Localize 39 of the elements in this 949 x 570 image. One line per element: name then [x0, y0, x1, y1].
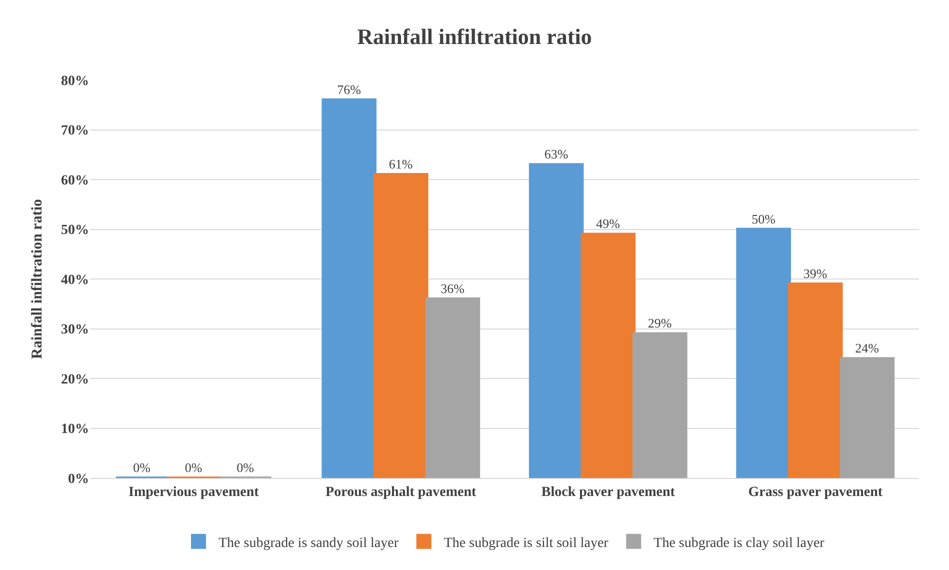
bar	[736, 228, 791, 478]
data-label: 49%	[596, 216, 620, 232]
bar	[373, 173, 428, 478]
y-tick-label: 80%	[61, 74, 89, 89]
y-axis-title: Rainfall infiltration ratio	[29, 199, 46, 359]
data-label: 50%	[752, 211, 776, 226]
data-label: 63%	[544, 146, 568, 162]
bar	[788, 282, 843, 478]
x-tick-label: Porous asphalt pavement	[326, 484, 477, 500]
y-tick-label: 70%	[61, 124, 89, 139]
bar	[840, 357, 895, 478]
bar	[322, 98, 376, 478]
legend-label: The subgrade is silt soil layer	[444, 536, 609, 551]
bar	[580, 232, 636, 478]
y-tick-label: 60%	[61, 173, 89, 188]
bar	[425, 297, 480, 478]
data-label: 36%	[440, 280, 465, 296]
y-tick-label: 40%	[61, 272, 89, 288]
data-label: 76%	[337, 82, 362, 97]
y-tick-label: 50%	[61, 223, 89, 238]
y-tick-label: 0%	[68, 472, 89, 487]
data-label: 0%	[184, 460, 202, 475]
data-label: 0%	[133, 460, 151, 475]
data-label: 29%	[648, 316, 672, 331]
x-tick-label: Block paver pavement	[541, 484, 676, 500]
legend-label: The subgrade is clay soil layer	[654, 536, 825, 551]
x-tick-label: Impervious pavement	[128, 484, 260, 500]
data-label: 0%	[236, 460, 254, 475]
x-tick-label: Grass paver pavement	[748, 484, 883, 500]
data-label: 24%	[855, 340, 880, 356]
y-tick-label: 30%	[61, 322, 89, 338]
y-tick-label: 10%	[61, 422, 89, 438]
data-label: 39%	[803, 266, 828, 281]
bar	[632, 332, 688, 478]
data-label: 61%	[388, 156, 413, 172]
bar	[528, 163, 584, 478]
legend-label: The subgrade is sandy soil layer	[218, 536, 399, 551]
chart-title: Rainfall infiltration ratio	[357, 24, 592, 49]
y-tick-label: 20%	[61, 372, 89, 388]
